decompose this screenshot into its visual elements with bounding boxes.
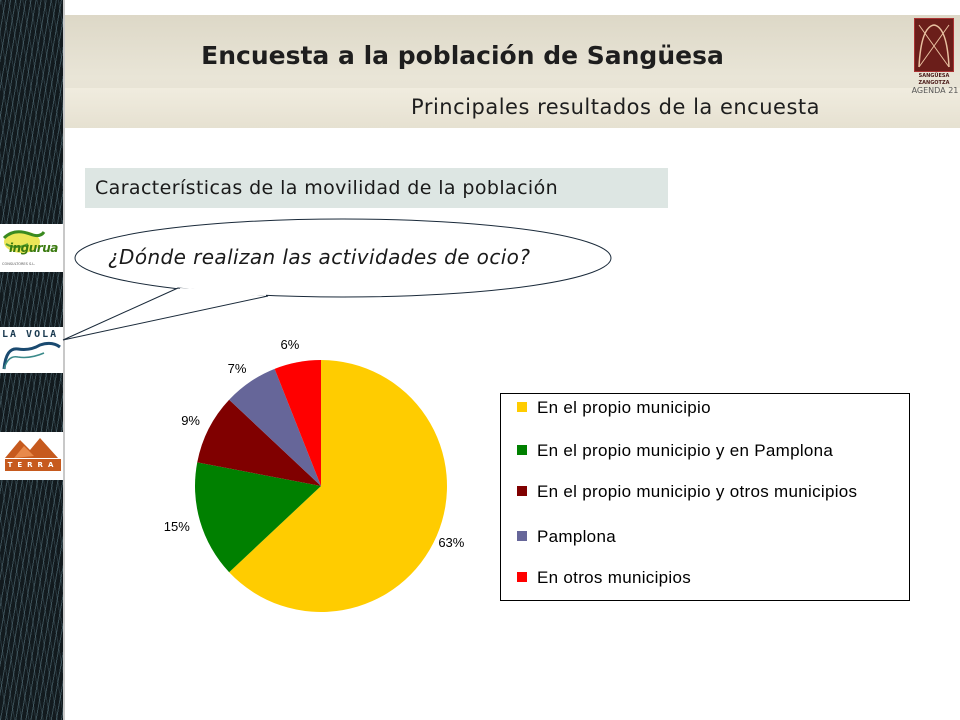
- survey-question: ¿Dónde realizan las actividades de ocio?: [108, 245, 531, 269]
- slide-title: Encuesta a la población de Sangüesa: [201, 41, 724, 70]
- terra-name: TERRA: [5, 459, 61, 471]
- legend-label: En el propio municipio y en Pamplona: [537, 441, 834, 460]
- chart-legend: En el propio municipio En el propio munic…: [500, 393, 910, 601]
- pie-slice-label: 9%: [181, 413, 200, 429]
- strip-border: [63, 0, 65, 720]
- ingurua-name: ingurua: [9, 241, 58, 255]
- lavola-name: LA VOLA: [2, 329, 59, 340]
- pie-slice: [195, 462, 321, 573]
- legend-label: En el propio municipio y otros municipio…: [537, 482, 858, 501]
- slide-subtitle: Principales resultados de la encuesta: [411, 95, 820, 119]
- slide-header: Encuesta a la población de Sangüesa Prin…: [65, 15, 960, 128]
- pie-slice-label: 63%: [438, 534, 465, 550]
- agenda21-logo: SANGÜESA ZANGOTZA AGENDA 21: [911, 18, 959, 95]
- legend-swatch: [517, 531, 527, 541]
- legend-swatch: [517, 572, 527, 582]
- pie-slice-label: 15%: [163, 519, 190, 535]
- section-heading: Características de la movilidad de la po…: [95, 177, 559, 199]
- pie-slice: [229, 368, 321, 486]
- legend-swatch: [517, 486, 527, 496]
- agenda21-town-1: SANGÜESA: [918, 73, 950, 79]
- agenda21-label: AGENDA 21: [911, 86, 959, 95]
- legend-label: Pamplona: [537, 527, 616, 546]
- legend-label: En otros municipios: [537, 568, 692, 587]
- terra-logo: TERRA: [0, 432, 63, 480]
- ingurua-emblem: [2, 230, 46, 253]
- pie-slice-label: 6%: [280, 337, 300, 353]
- terra-mountains-icon: [5, 438, 58, 458]
- legend-swatch: [517, 445, 527, 455]
- pie-slice-label: 7%: [227, 361, 247, 377]
- lavola-wave-icon: [2, 341, 61, 370]
- agenda21-town-2: ZANGOTZA: [918, 80, 950, 86]
- pie-slice: [197, 399, 321, 486]
- agenda21-emblem: [914, 18, 954, 72]
- lavola-logo: LA VOLA: [0, 327, 63, 373]
- pie-slice: [274, 360, 321, 486]
- legend-label: En el propio municipio: [537, 398, 711, 417]
- subtitle-bar: Principales resultados de la encuesta: [65, 88, 960, 128]
- legend-swatch: [517, 402, 527, 412]
- ingurua-logo: ingurua CONSULTORES S.L.: [0, 224, 63, 272]
- section-heading-box: Características de la movilidad de la po…: [85, 168, 668, 208]
- ingurua-tagline: CONSULTORES S.L.: [2, 262, 36, 266]
- pie-slice: [229, 360, 447, 612]
